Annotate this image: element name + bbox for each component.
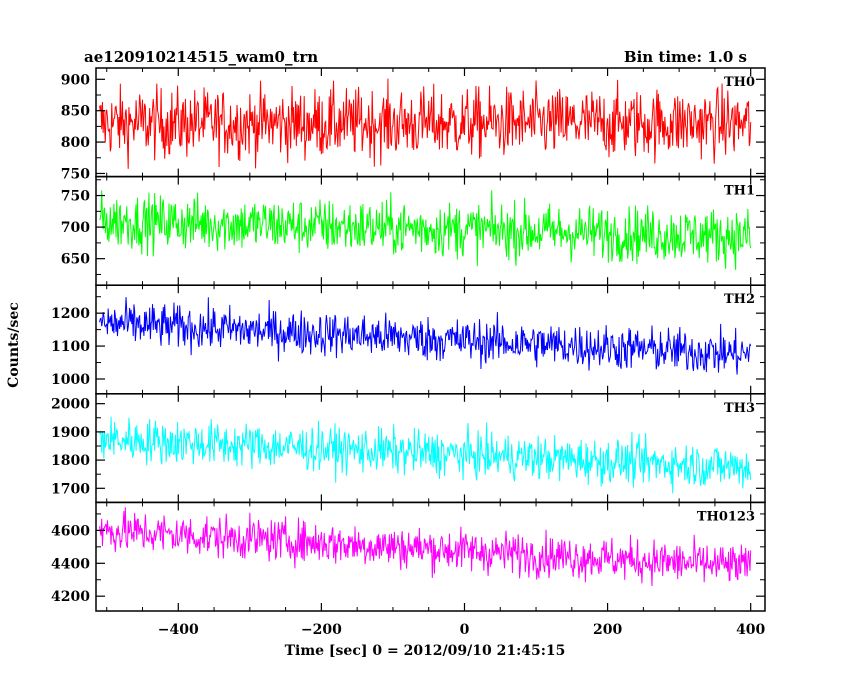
y-tick-label: 750 xyxy=(61,189,90,205)
y-tick-label: 1800 xyxy=(51,453,90,469)
y-tick-label: 1900 xyxy=(51,425,90,441)
y-tick-label: 4600 xyxy=(51,523,90,539)
y-tick-label: 650 xyxy=(61,252,90,268)
y-tick-label: 800 xyxy=(61,135,90,151)
y-tick-label: 2000 xyxy=(51,397,90,413)
series-line-th0 xyxy=(99,78,752,169)
x-tick-label: 400 xyxy=(736,622,765,638)
series-line-th2 xyxy=(99,297,752,375)
panel-label-th0123: TH0123 xyxy=(697,509,755,524)
series-line-th3 xyxy=(99,416,752,494)
x-tick-label: −200 xyxy=(301,622,342,638)
bin-time-label: Bin time: 1.0 s xyxy=(624,48,747,66)
x-axis: −400 −200 0 200 400 xyxy=(158,622,766,638)
y-tick-label: 900 xyxy=(61,72,90,88)
y-tick-label: 750 xyxy=(61,166,90,182)
panel-label-th3: TH3 xyxy=(724,401,755,416)
y-tick-label: 850 xyxy=(61,104,90,120)
y-tick-label: 700 xyxy=(61,220,90,236)
panel-label-th0: TH0 xyxy=(724,75,755,90)
panel-th1: 650 700 750 TH1 xyxy=(61,175,766,286)
y-axis-label: Counts/sec xyxy=(6,302,22,388)
x-tick-label: 0 xyxy=(460,622,470,638)
panel-th3: 1700 1800 1900 2000 TH3 xyxy=(51,393,766,504)
y-tick-label: 1100 xyxy=(51,339,90,355)
y-tick-label: 1200 xyxy=(51,306,90,322)
series-line-th1 xyxy=(99,190,752,271)
panel-th0: 750 800 850 900 TH0 xyxy=(61,67,766,182)
panel-frame xyxy=(95,393,766,504)
y-tick-label: 4200 xyxy=(51,589,90,605)
x-tick-label: −400 xyxy=(158,622,199,638)
x-tick-label: 200 xyxy=(593,622,622,638)
panels-group: 750 800 850 900 TH0 650 700 750 TH1 1000 1100 1200 T… xyxy=(51,67,766,612)
panel-th2: 1000 1100 1200 TH2 xyxy=(51,284,766,395)
chart-title: ae120910214515_wam0_trn xyxy=(84,48,318,66)
panel-th0123: 4200 4400 4600 TH0123 xyxy=(51,501,766,612)
panel-label-th2: TH2 xyxy=(724,292,755,307)
panel-frame xyxy=(95,501,766,612)
panel-label-th1: TH1 xyxy=(724,184,755,199)
series-line-th0123 xyxy=(99,507,752,586)
x-axis-label: Time [sec] 0 = 2012/09/10 21:45:15 xyxy=(285,643,566,659)
y-tick-label: 1700 xyxy=(51,481,90,497)
y-tick-label: 1000 xyxy=(51,372,90,388)
y-tick-label: 4400 xyxy=(51,556,90,572)
